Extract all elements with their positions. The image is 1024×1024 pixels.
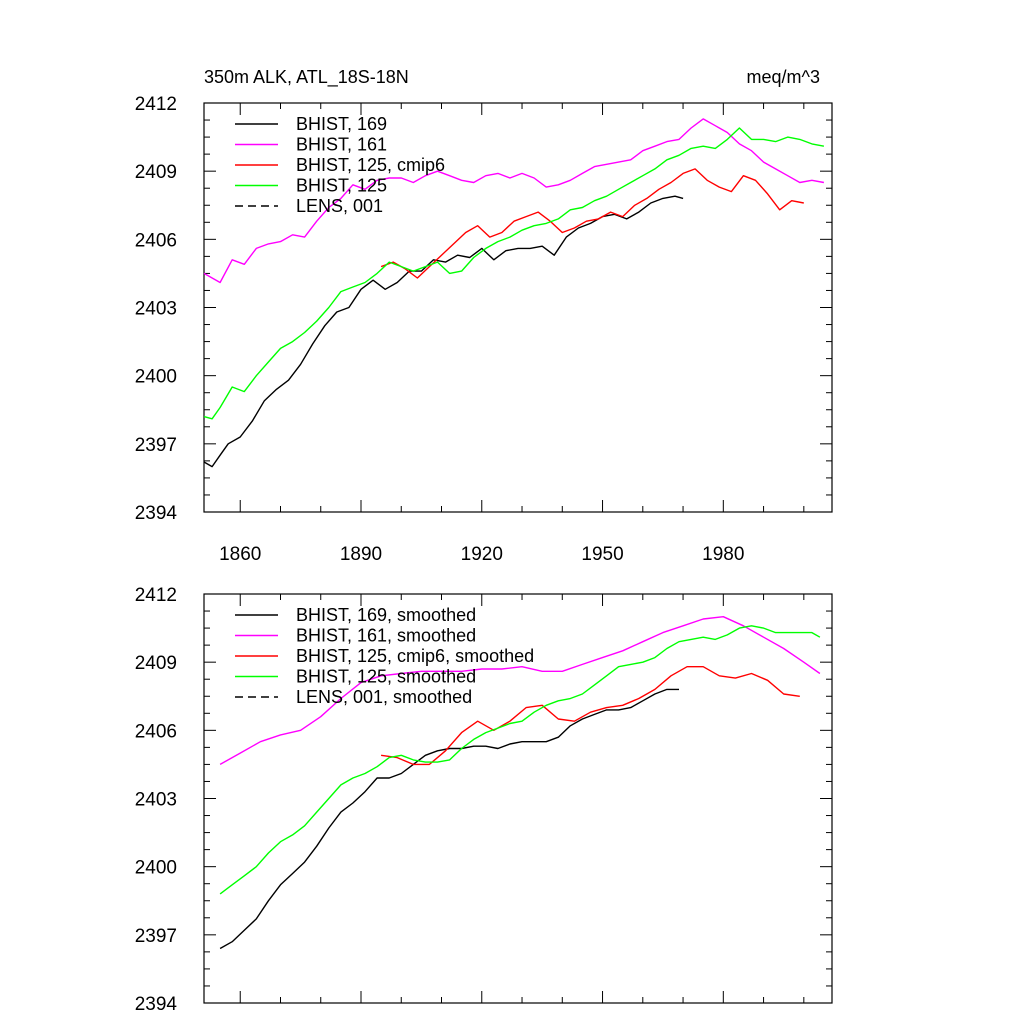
bottom-panel: 2394 2397 2400 2403 2406 2409 2412 BHIST, 169, … <box>135 585 833 1015</box>
y-tick-label: 2394 <box>135 994 178 1015</box>
series-line-3 <box>203 127 825 420</box>
legend-label: LENS, 001 <box>296 196 383 216</box>
x-tick-label: 1950 <box>581 544 623 565</box>
y-tick-label: 2409 <box>135 162 177 183</box>
y-tick-label: 2400 <box>135 858 177 879</box>
legend-label: BHIST, 125, cmip6, smoothed <box>296 646 534 666</box>
y-tick-label: 2400 <box>135 367 177 388</box>
series-line-1 <box>219 616 821 766</box>
series-line-2 <box>381 666 800 766</box>
x-tick-label: 1860 <box>219 544 261 565</box>
series-line-1 <box>203 118 825 284</box>
legend-label: BHIST, 125, smoothed <box>296 667 476 687</box>
legend-label: BHIST, 125 <box>296 176 387 196</box>
x-tick-label: 1890 <box>340 544 382 565</box>
y-tick-label: 2397 <box>135 926 177 947</box>
y-tick-label: 2403 <box>135 299 177 320</box>
y-tick-label: 2409 <box>135 653 177 674</box>
y-tick-label: 2397 <box>135 435 177 456</box>
y-tick-label: 2406 <box>135 721 177 742</box>
legend-label: BHIST, 161, smoothed <box>296 626 476 646</box>
units-label: meq/m^3 <box>747 67 820 87</box>
y-tick-label: 2394 <box>135 503 178 524</box>
chart-title: 350m ALK, ATL_18S-18N <box>204 67 409 88</box>
legend-label: LENS, 001, smoothed <box>296 687 472 707</box>
legend-label: BHIST, 169, smoothed <box>296 605 476 625</box>
x-tick-label: 1980 <box>702 544 744 565</box>
y-tick-label: 2406 <box>135 230 177 251</box>
legend-label: BHIST, 161 <box>296 135 387 155</box>
y-tick-label: 2412 <box>135 585 177 606</box>
top-panel: 2394 2397 2400 2403 2406 2409 2412 1860 1890 1920… <box>135 94 833 565</box>
series-line-0 <box>219 688 679 950</box>
series-line-0 <box>203 195 684 468</box>
y-tick-label: 2412 <box>135 94 177 115</box>
series-line-2 <box>380 168 804 279</box>
x-tick-label: 1920 <box>461 544 503 565</box>
legend-label: BHIST, 125, cmip6 <box>296 155 445 175</box>
series-line-3 <box>219 625 821 895</box>
y-tick-label: 2403 <box>135 790 177 811</box>
legend-label: BHIST, 169 <box>296 114 387 134</box>
